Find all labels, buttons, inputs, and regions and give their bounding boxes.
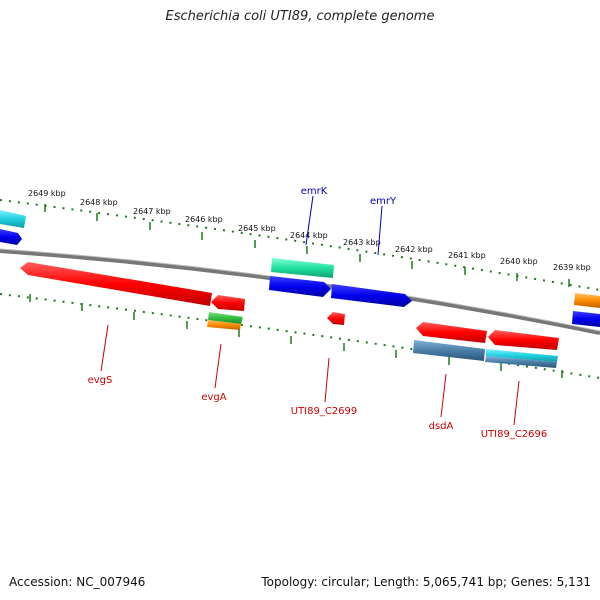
kbp-label: 2646 kbp	[185, 215, 223, 224]
gene-labels: evgS evgA emrK emrY UTI89_C2699 dsdA UTI89_C26…	[88, 186, 548, 440]
gene-label-emrK[interactable]: emrK	[301, 186, 328, 197]
kbp-label: 2643 kbp	[343, 238, 381, 247]
gene-dsdA[interactable]	[416, 322, 487, 343]
kbp-label: 2649 kbp	[28, 189, 66, 198]
kbp-label: 2648 kbp	[80, 198, 118, 207]
topology-summary-text: Topology: circular; Length: 5,065,741 bp…	[261, 575, 591, 589]
kbp-label: 2642 kbp	[395, 245, 433, 254]
kbp-label: 2644 kbp	[290, 231, 328, 240]
blue-feature-left[interactable]	[0, 229, 22, 245]
kbp-scale-labels: 2649 kbp 2648 kbp 2647 kbp 2646 kbp 2645 kbp…	[28, 189, 591, 272]
cyan-feature-left[interactable]	[0, 210, 26, 228]
gene-label-UTI89_C2696[interactable]: UTI89_C2696	[481, 429, 548, 440]
gene-label-leaders	[100, 195, 520, 426]
upper-major-ticks	[44, 204, 570, 287]
gene-features	[0, 210, 600, 368]
green-feature-evgA[interactable]	[208, 312, 243, 324]
gene-emrY[interactable]	[331, 284, 412, 307]
kbp-label: 2641 kbp	[448, 251, 486, 260]
gene-UTI89_C2699[interactable]	[327, 312, 345, 325]
kbp-label: 2639 kbp	[553, 263, 591, 272]
gene-label-UTI89_C2699[interactable]: UTI89_C2699	[291, 406, 358, 417]
gene-evgA[interactable]	[211, 295, 245, 311]
kbp-label: 2647 kbp	[133, 207, 171, 216]
UTI89_C2696-steel-feature[interactable]	[485, 356, 557, 368]
map-title: Escherichia coli UTI89, complete genome	[165, 9, 435, 24]
UTI89_C2696-cyan-feature[interactable]	[486, 349, 558, 362]
dsdA-cds-feature[interactable]	[413, 340, 485, 361]
emrK-cds-feature[interactable]	[271, 258, 334, 278]
gene-emrK[interactable]	[269, 276, 331, 297]
gene-label-evgA[interactable]: evgA	[201, 392, 226, 403]
kbp-label: 2645 kbp	[238, 224, 276, 233]
orange-feature-evgA[interactable]	[207, 320, 241, 330]
accession-text: Accession: NC_007946	[9, 575, 146, 589]
gene-label-emrY[interactable]: emrY	[370, 196, 397, 207]
gene-label-dsdA[interactable]: dsdA	[429, 421, 454, 432]
kbp-label: 2640 kbp	[500, 257, 538, 266]
lower-major-ticks	[29, 294, 563, 378]
orange-feature-right[interactable]	[574, 293, 600, 308]
gene-evgS[interactable]	[20, 262, 212, 306]
gene-UTI89_C2696[interactable]	[488, 330, 559, 350]
gene-label-evgS[interactable]: evgS	[88, 375, 113, 386]
blue-feature-right[interactable]	[572, 311, 600, 327]
